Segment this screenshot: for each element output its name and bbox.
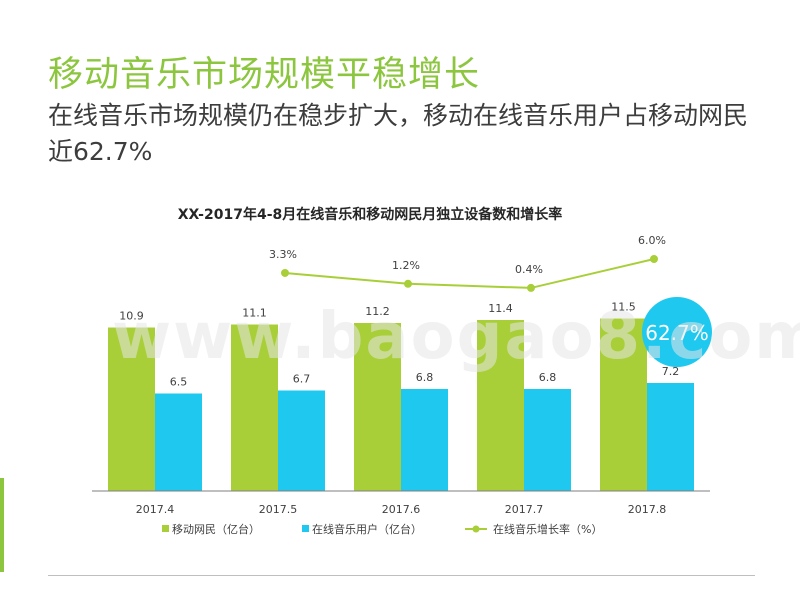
bar-mobile-users-4 [600, 318, 647, 491]
legend-label: 在线音乐用户（亿台） [312, 522, 422, 536]
bar-value-label: 7.2 [662, 365, 680, 378]
growth-rate-point [527, 283, 535, 292]
legend-label: 在线音乐增长率（%） [493, 522, 602, 536]
share-callout-circle [642, 297, 712, 367]
bar-value-label: 6.8 [416, 371, 434, 384]
bar-music-users-2 [401, 389, 448, 491]
legend-marker [472, 525, 480, 533]
page-subtitle: 在线音乐市场规模仍在稳步扩大，移动在线音乐用户占移动网民近62.7% [48, 101, 749, 166]
legend-swatch [162, 525, 169, 532]
bar-value-label: 6.5 [170, 376, 188, 389]
growth-rate-point [404, 279, 412, 288]
growth-rate-label: 1.2% [392, 259, 420, 272]
legend-swatch [302, 525, 309, 532]
growth-rate-point [281, 268, 289, 277]
bar-value-label: 10.9 [119, 310, 144, 323]
growth-rate-line [284, 258, 655, 289]
bar-value-label: 11.2 [365, 305, 390, 318]
growth-rate-label: 6.0% [638, 234, 666, 247]
legend-item-music-users: 在线音乐用户（亿台） [302, 522, 422, 536]
x-tick-label: 2017.4 [136, 503, 175, 516]
chart-title: XX-2017年4-8月在线音乐和移动网民月独立设备数和增长率 [178, 206, 563, 223]
x-tick-labels: 2017.4 2017.5 2017.6 2017.7 2017.8 [136, 503, 667, 516]
x-tick-label: 2017.7 [505, 503, 544, 516]
x-tick-label: 2017.5 [259, 503, 298, 516]
bar-value-label: 11.1 [242, 307, 267, 320]
bar-mobile-users-2 [354, 323, 401, 491]
legend-item-growth-rate: 在线音乐增长率（%） [465, 522, 602, 536]
x-tick-label: 2017.8 [628, 503, 667, 516]
x-tick-label: 2017.6 [382, 503, 421, 516]
bar-music-users-0 [155, 393, 202, 491]
legend: 移动网民（亿台） 在线音乐用户（亿台） 在线音乐增长率（%） [162, 522, 602, 536]
growth-line-layer: 3.3% 1.2% 0.4% 6.0% [269, 234, 666, 292]
page-title: 移动音乐市场规模平稳增长 [48, 55, 481, 95]
legend-label: 移动网民（亿台） [172, 522, 260, 536]
bar-value-label: 11.4 [488, 302, 513, 315]
footer-divider [48, 575, 755, 576]
bar-music-users-4 [647, 383, 694, 491]
legend-item-mobile-users: 移动网民（亿台） [162, 522, 260, 536]
bar-mobile-users-0 [108, 327, 155, 491]
growth-rate-point [650, 255, 658, 263]
growth-rate-label: 3.3% [269, 248, 297, 261]
share-callout-text: 62.7% [645, 321, 709, 345]
bar-mobile-users-1 [231, 324, 278, 491]
bar-value-label: 11.5 [611, 301, 636, 314]
bar-value-label: 6.8 [539, 371, 557, 384]
share-callout: 62.7% [642, 297, 712, 367]
bar-mobile-users-3 [477, 320, 524, 491]
bar-value-label: 6.7 [293, 373, 311, 386]
bar-music-users-3 [524, 389, 571, 491]
bar-music-users-1 [278, 390, 325, 491]
bars-layer: 10.9 11.1 11.2 11.4 11.5 6.5 6.7 6.8 6.8 7.2 [108, 301, 694, 491]
left-accent-bar [0, 478, 4, 572]
growth-rate-label: 0.4% [515, 263, 543, 276]
